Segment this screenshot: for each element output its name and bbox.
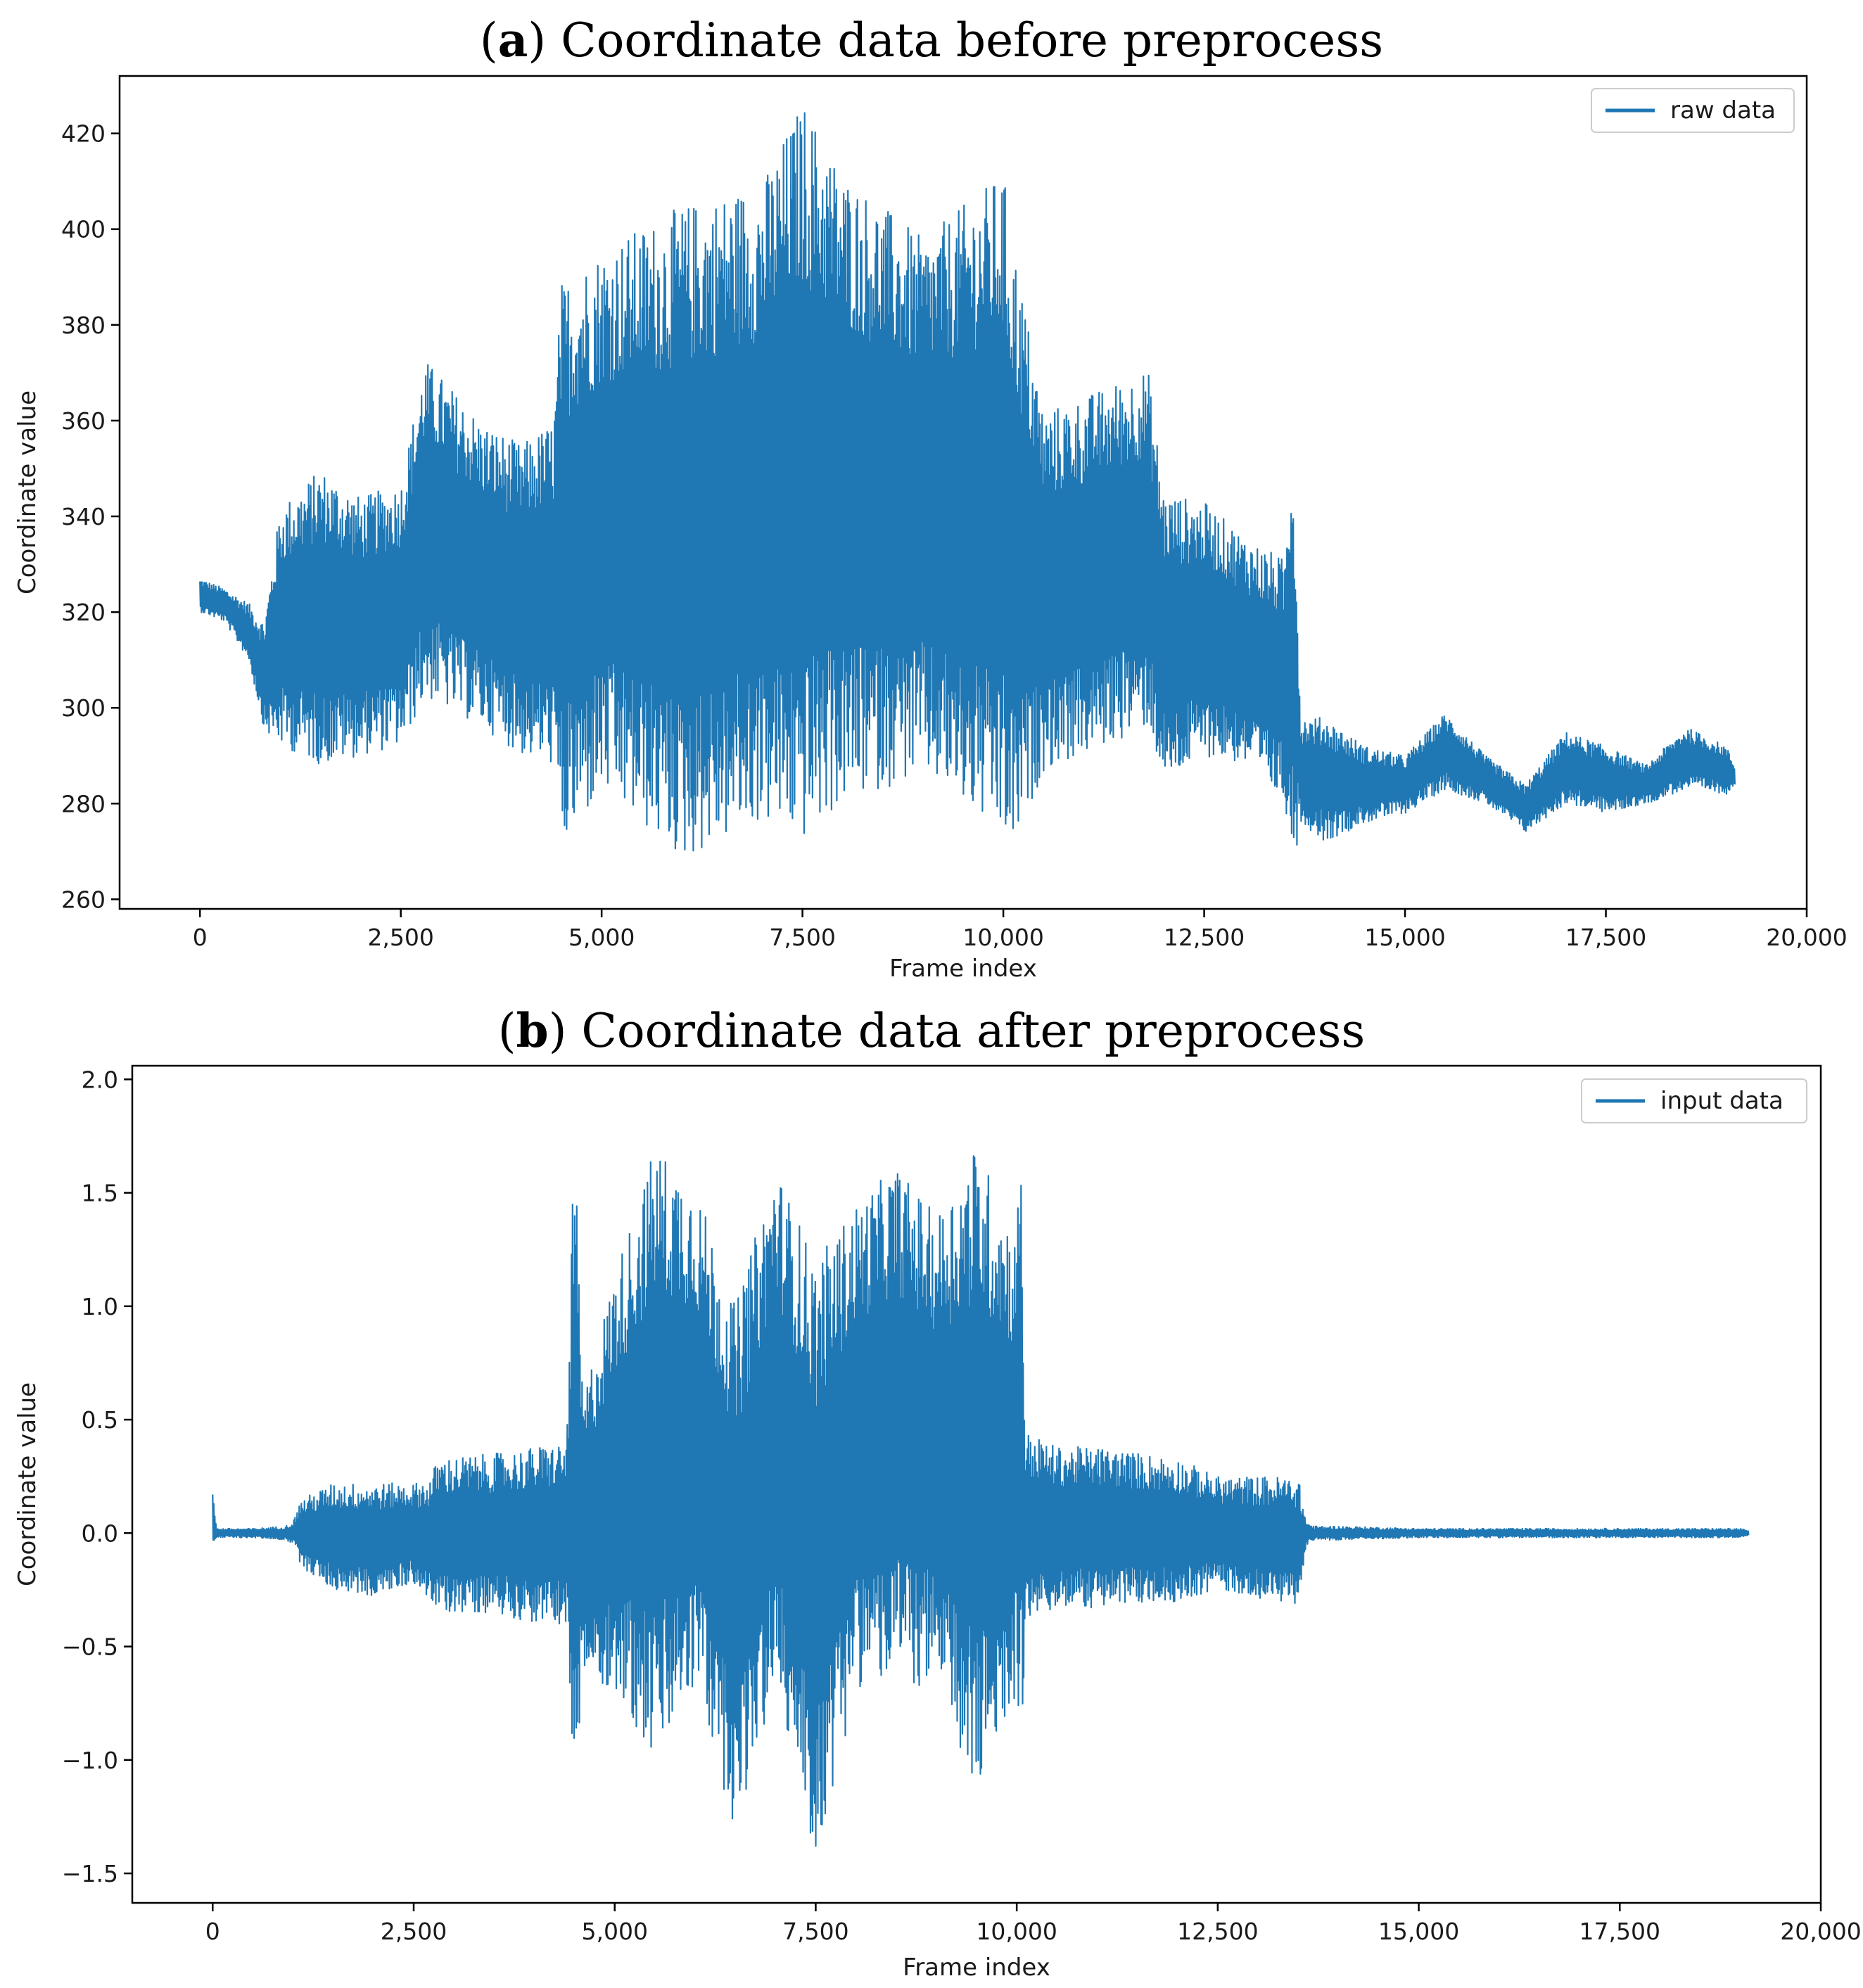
panel-a-x-tick-label: 2,500 xyxy=(367,924,433,951)
panel-b-y-tick-label: −1.5 xyxy=(62,1860,118,1887)
panel-a-x-tick-label: 0 xyxy=(193,924,208,951)
panel-b-x-tick-label: 2,500 xyxy=(381,1918,447,1945)
panel-a-legend: raw data xyxy=(1591,88,1795,133)
panel-b-series-line xyxy=(212,1155,1750,1847)
panel-b-y-tick-label: 0.0 xyxy=(82,1519,118,1547)
panel-a-legend-label: raw data xyxy=(1670,96,1776,125)
panel-b-x-tick-label: 20,000 xyxy=(1780,1918,1861,1945)
panel-a-y-tick-label: 280 xyxy=(61,790,106,817)
panel-a-x-axis-label: Frame index xyxy=(889,955,1037,983)
panel-a-y-axis-label: Coordinate value xyxy=(13,390,42,594)
panel-b-y-tick-label: −0.5 xyxy=(62,1633,118,1661)
panel-a: (a) Coordinate data before preprocess 0 2… xyxy=(13,13,1848,983)
panel-b-x-tick-label: 0 xyxy=(205,1918,220,1945)
panel-a-plot-area xyxy=(199,112,1736,852)
panel-a-x-tick-label: 20,000 xyxy=(1766,924,1847,951)
panel-b-y-tick-label: −1.0 xyxy=(62,1747,118,1774)
panel-b-x-tick-label: 17,500 xyxy=(1579,1918,1660,1945)
panel-b-x-tick-label: 15,000 xyxy=(1378,1918,1459,1945)
panel-a-x-tick-label: 10,000 xyxy=(962,924,1043,951)
panel-a-series-line xyxy=(199,112,1736,852)
panel-a-x-ticks: 0 2,500 5,000 7,500 10,000 12,500 15,000 17,500… xyxy=(193,909,1848,951)
panel-a-y-tick-label: 340 xyxy=(61,503,106,530)
panel-a-y-tick-label: 360 xyxy=(61,407,106,435)
panel-b-title: (b) Coordinate data after preprocess xyxy=(498,1003,1365,1058)
panel-b-y-ticks: −1.5 −1.0 −0.5 0.0 0.5 1.0 1.5 2.0 xyxy=(62,1066,132,1887)
panel-a-y-tick-label: 420 xyxy=(61,120,106,148)
panel-a-x-tick-label: 15,000 xyxy=(1364,924,1445,951)
panel-b-axes-frame xyxy=(131,1064,1822,1904)
panel-a-y-tick-label: 400 xyxy=(61,216,106,243)
panel-a-x-tick-label: 12,500 xyxy=(1164,924,1245,951)
panel-a-y-ticks: 260 280 300 320 340 360 380 400 420 xyxy=(61,120,120,913)
panel-b-y-tick-label: 1.5 xyxy=(82,1180,118,1207)
panel-b: (b) Coordinate data after preprocess 0 2,… xyxy=(13,1003,1862,1982)
panel-b-x-tick-label: 12,500 xyxy=(1177,1918,1258,1945)
panel-b-x-ticks: 0 2,500 5,000 7,500 10,000 12,500 15,000 17,500… xyxy=(205,1903,1862,1945)
panel-a-x-tick-label: 7,500 xyxy=(769,924,835,951)
panel-b-x-axis-label: Frame index xyxy=(903,1954,1050,1982)
panel-a-axes-frame xyxy=(118,75,1808,910)
panel-a-y-tick-label: 260 xyxy=(61,886,106,913)
panel-a-y-tick-label: 300 xyxy=(61,694,106,722)
panel-b-x-tick-label: 7,500 xyxy=(782,1918,848,1945)
panel-b-legend-label: input data xyxy=(1660,1087,1783,1115)
panel-b-y-axis-label: Coordinate value xyxy=(13,1382,42,1586)
panel-b-y-tick-label: 0.5 xyxy=(82,1406,118,1434)
panel-b-y-tick-label: 2.0 xyxy=(82,1066,118,1093)
panel-b-x-tick-label: 5,000 xyxy=(581,1918,647,1945)
panel-a-y-tick-label: 320 xyxy=(61,599,106,626)
panel-a-legend-box xyxy=(1591,88,1795,133)
panel-a-title: (a) Coordinate data before preprocess xyxy=(480,13,1383,68)
panel-a-x-tick-label: 5,000 xyxy=(568,924,635,951)
panel-b-legend: input data xyxy=(1581,1078,1807,1123)
panel-a-y-tick-label: 380 xyxy=(61,312,106,339)
panel-b-y-tick-label: 1.0 xyxy=(82,1293,118,1320)
panel-b-legend-box xyxy=(1581,1078,1807,1123)
panel-b-x-tick-label: 10,000 xyxy=(976,1918,1057,1945)
panel-b-plot-area xyxy=(212,1155,1750,1847)
panel-a-x-tick-label: 17,500 xyxy=(1565,924,1646,951)
